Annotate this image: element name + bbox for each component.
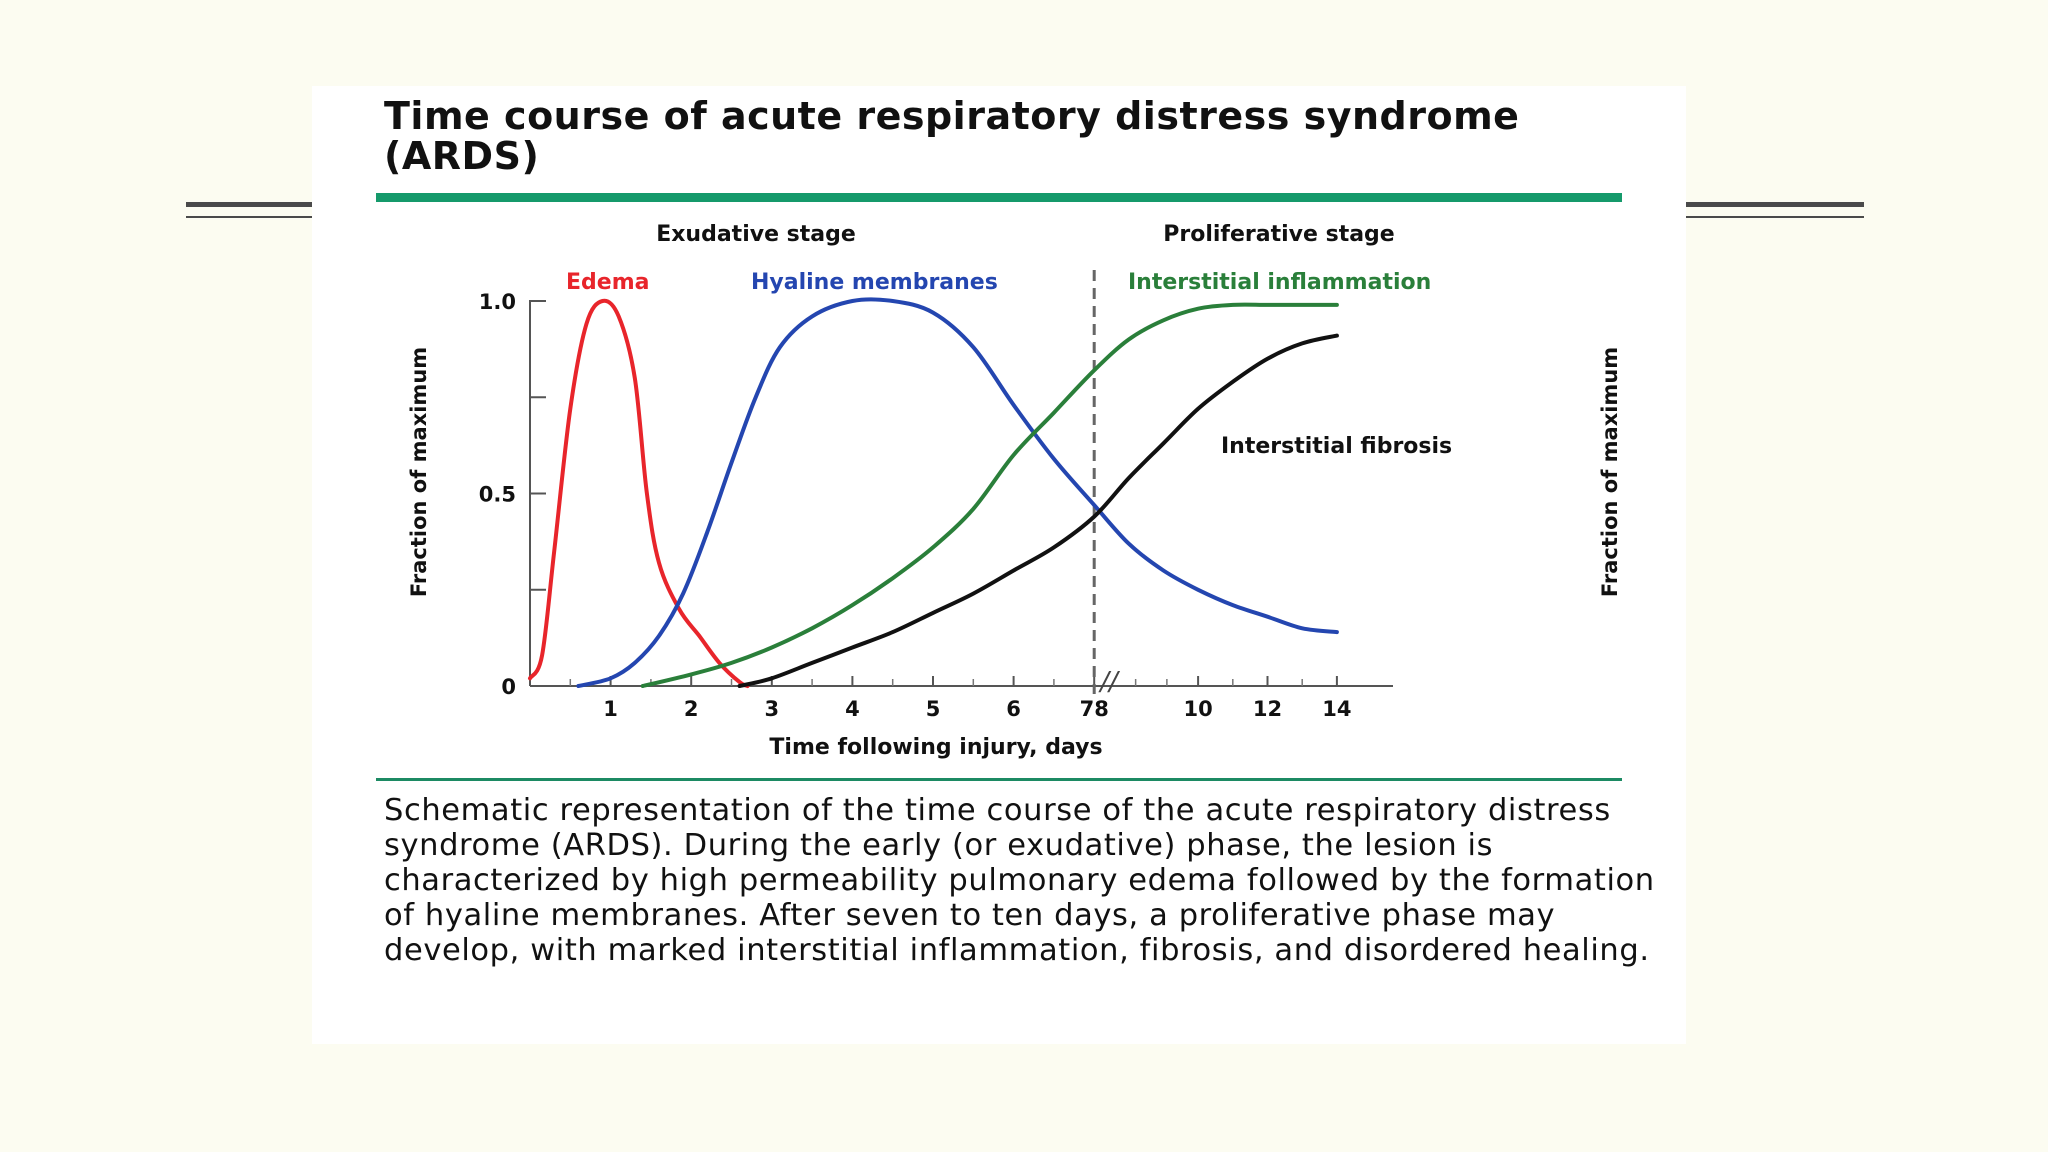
right-decorative-line-thin	[1686, 216, 1864, 218]
y-tick-label: 1.0	[479, 290, 516, 314]
x-tick-label: 10	[1183, 697, 1212, 721]
interstitial-fibrosis-series-label: Interstitial fibrosis	[1221, 434, 1452, 459]
y-axis-title-left: Fraction of maximum	[407, 347, 431, 597]
chart-series-layer	[528, 297, 1339, 688]
caption-separator-rule	[376, 778, 1622, 781]
proliferative-stage-label: Proliferative stage	[1163, 222, 1394, 247]
interstitial-inflammation-curve	[640, 302, 1339, 688]
hyaline-membranes-series-label: Hyaline membranes	[751, 270, 998, 295]
exudative-stage-label: Exudative stage	[656, 222, 856, 247]
right-decorative-line-thick	[1686, 202, 1864, 207]
chart-axes	[529, 270, 1393, 694]
x-tick-label: 1	[603, 697, 618, 721]
x-tick-label: 6	[1006, 697, 1021, 721]
left-decorative-line-thin	[186, 216, 312, 218]
edema-series-label: Edema	[566, 270, 649, 295]
figure-panel	[312, 86, 1686, 1044]
y-tick-label: 0	[501, 675, 516, 699]
interstitial-fibrosis-curve	[737, 333, 1339, 688]
title-underline-rule	[376, 193, 1622, 202]
x-axis-title: Time following injury, days	[769, 735, 1102, 760]
x-tick-label: 12	[1253, 697, 1282, 721]
x-tick-label: 2	[684, 697, 699, 721]
figure-caption: Schematic representation of the time cou…	[384, 793, 1655, 968]
left-decorative-line-thick	[186, 202, 312, 207]
x-tick-label: 78	[1080, 697, 1109, 721]
hyaline-membranes-curve	[576, 297, 1339, 688]
chart-labels: 00.51.01 2 3 4 5 6 78 10 12 14//Exudative stage Pr…	[407, 222, 1622, 760]
axis-break-mark: //	[1098, 667, 1121, 697]
y-tick-label: 0.5	[479, 483, 516, 507]
edema-curve	[528, 298, 750, 688]
figure-title: Time course of acute respiratory distres…	[384, 94, 1520, 178]
x-tick-label: 5	[926, 697, 941, 721]
x-tick-label: 4	[845, 697, 860, 721]
x-tick-label: 3	[764, 697, 779, 721]
x-tick-label: 14	[1322, 697, 1351, 721]
ards-time-course-chart: 00.51.01 2 3 4 5 6 78 10 12 14//Exudative stage Pr…	[407, 222, 1622, 760]
y-axis-title-right: Fraction of maximum	[1598, 347, 1622, 597]
interstitial-inflammation-series-label: Interstitial inflammation	[1128, 270, 1431, 295]
